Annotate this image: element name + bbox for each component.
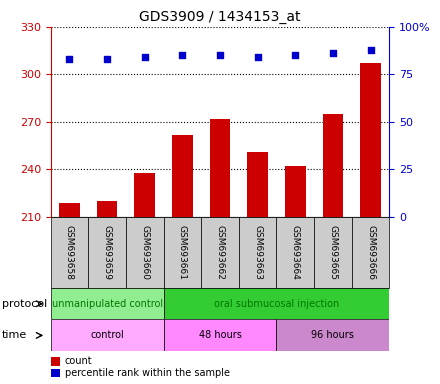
Text: control: control — [90, 330, 124, 341]
Bar — [97, 201, 117, 217]
Bar — [352, 217, 389, 288]
Bar — [51, 319, 164, 351]
Bar — [285, 166, 306, 217]
Bar — [51, 369, 60, 377]
Text: time: time — [2, 330, 27, 341]
Bar — [51, 217, 88, 288]
Point — [103, 56, 110, 62]
Point — [254, 54, 261, 60]
Text: GSM693658: GSM693658 — [65, 225, 74, 280]
Point — [330, 50, 337, 56]
Text: unmanipulated control: unmanipulated control — [51, 299, 163, 309]
Text: GSM693663: GSM693663 — [253, 225, 262, 280]
Bar — [201, 217, 239, 288]
Point — [216, 52, 224, 58]
Text: oral submucosal injection: oral submucosal injection — [214, 299, 339, 309]
Bar — [51, 288, 164, 319]
Bar — [88, 217, 126, 288]
Bar — [276, 217, 314, 288]
Bar — [59, 203, 80, 217]
Text: GSM693665: GSM693665 — [328, 225, 337, 280]
Bar — [164, 319, 276, 351]
Point — [292, 52, 299, 58]
Point — [367, 46, 374, 53]
Bar — [323, 114, 343, 217]
Text: GSM693659: GSM693659 — [103, 225, 112, 280]
Bar — [247, 152, 268, 217]
Bar — [239, 217, 276, 288]
Text: protocol: protocol — [2, 299, 48, 309]
Bar — [209, 119, 231, 217]
Text: count: count — [65, 356, 92, 366]
Text: GSM693666: GSM693666 — [366, 225, 375, 280]
Bar — [172, 135, 193, 217]
Text: percentile rank within the sample: percentile rank within the sample — [65, 368, 230, 378]
Text: GSM693662: GSM693662 — [216, 225, 224, 280]
Text: 96 hours: 96 hours — [312, 330, 354, 341]
Bar — [134, 173, 155, 217]
Point — [66, 56, 73, 62]
Point — [141, 54, 148, 60]
Bar — [314, 217, 352, 288]
Text: GSM693661: GSM693661 — [178, 225, 187, 280]
Bar — [164, 217, 201, 288]
Bar — [51, 357, 60, 366]
Bar — [164, 288, 389, 319]
Bar — [126, 217, 164, 288]
Bar — [360, 63, 381, 217]
Text: 48 hours: 48 hours — [198, 330, 242, 341]
Text: GDS3909 / 1434153_at: GDS3909 / 1434153_at — [139, 10, 301, 23]
Bar — [276, 319, 389, 351]
Text: GSM693660: GSM693660 — [140, 225, 149, 280]
Text: GSM693664: GSM693664 — [291, 225, 300, 280]
Point — [179, 52, 186, 58]
